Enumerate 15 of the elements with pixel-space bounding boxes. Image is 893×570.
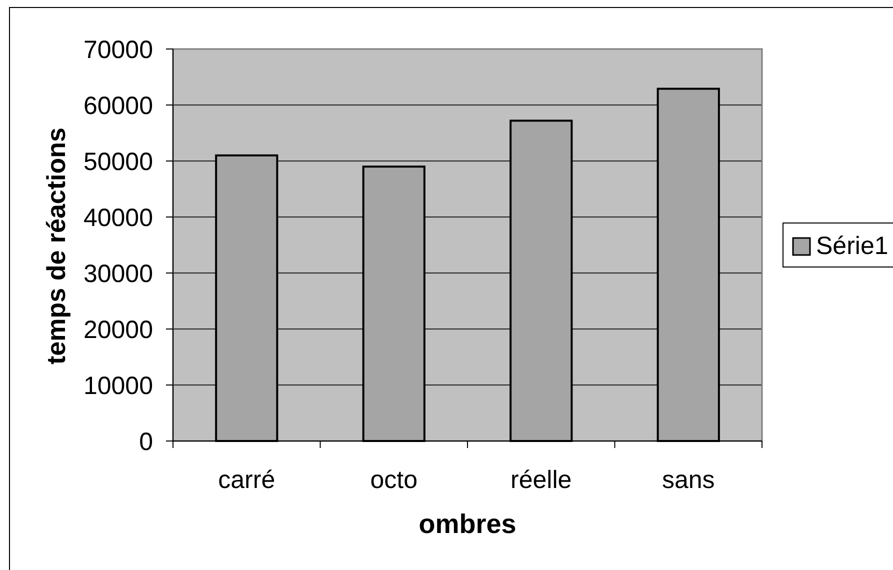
y-tick-label: 40000 bbox=[83, 204, 153, 232]
y-tick-label: 0 bbox=[139, 428, 153, 456]
y-tick-label: 20000 bbox=[83, 316, 153, 344]
y-tick-label: 70000 bbox=[83, 36, 153, 64]
y-tick-label: 10000 bbox=[83, 372, 153, 400]
x-tick-label: réelle bbox=[510, 466, 572, 494]
y-tick-label: 60000 bbox=[83, 92, 153, 120]
y-axis-title: temps de réactions bbox=[41, 128, 71, 364]
x-tick-label: sans bbox=[662, 466, 715, 494]
x-tick-label: carré bbox=[218, 466, 276, 494]
y-tick-label: 50000 bbox=[83, 148, 153, 176]
legend-label: Série1 bbox=[816, 232, 888, 260]
x-axis-title: ombres bbox=[418, 509, 516, 539]
y-tick-label: 30000 bbox=[83, 260, 153, 288]
x-tick-label: octo bbox=[370, 466, 418, 494]
